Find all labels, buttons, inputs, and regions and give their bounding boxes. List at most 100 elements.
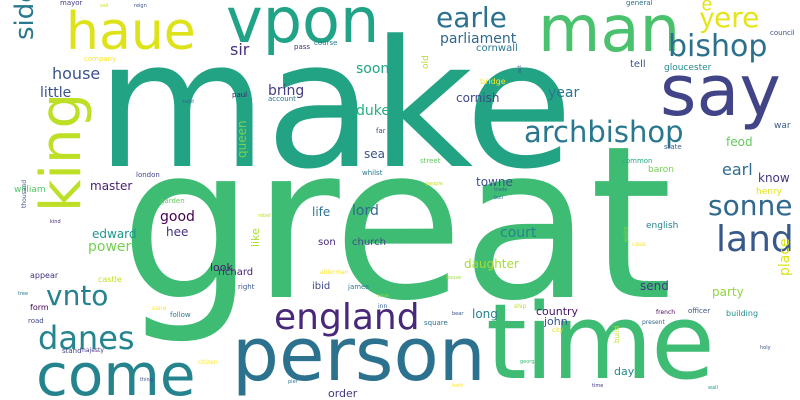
cloud-word: earle bbox=[436, 1, 507, 34]
cloud-word: french bbox=[656, 309, 676, 316]
cloud-word: hee bbox=[166, 225, 189, 239]
cloud-word: sea bbox=[364, 147, 385, 161]
cloud-word: sail bbox=[100, 3, 109, 9]
cloud-word: england bbox=[274, 297, 420, 338]
cloud-word: inn bbox=[378, 303, 388, 310]
cloud-word: master bbox=[90, 179, 133, 193]
cloud-word: bring bbox=[268, 83, 305, 99]
cloud-word: john bbox=[544, 315, 568, 328]
cloud-word: year bbox=[548, 85, 580, 101]
cloud-word: pass bbox=[294, 43, 311, 51]
cloud-word: form bbox=[30, 303, 49, 312]
cloud-word: soone bbox=[356, 61, 398, 77]
cloud-word: bell bbox=[494, 195, 504, 201]
cloud-word: old bbox=[421, 55, 431, 69]
cloud-word: point bbox=[623, 226, 630, 242]
cloud-word: towne bbox=[476, 175, 513, 189]
cloud-word: sane bbox=[152, 305, 167, 312]
cloud-word: war bbox=[774, 121, 791, 131]
cloud-word: power bbox=[88, 239, 132, 255]
cloud-word: country bbox=[536, 305, 579, 318]
cloud-word: citizen bbox=[198, 359, 218, 366]
cloud-word: george bbox=[520, 359, 538, 365]
cloud-word: whilst bbox=[362, 169, 383, 177]
cloud-word: mayor bbox=[60, 0, 83, 7]
cloud-word: road bbox=[28, 317, 44, 325]
cloud-word: company bbox=[84, 55, 117, 63]
cloud-word: london bbox=[136, 171, 160, 179]
cloud-word: come bbox=[36, 341, 196, 400]
cloud-word: account bbox=[268, 95, 296, 103]
cloud-word: state bbox=[664, 143, 682, 151]
cloud-word: building bbox=[726, 309, 759, 318]
cloud-word: party bbox=[712, 285, 744, 299]
cloud-word: great bbox=[120, 100, 673, 347]
cloud-word: vnto bbox=[46, 279, 109, 312]
cloud-word: ship bbox=[514, 303, 527, 310]
cloud-word: tell bbox=[630, 59, 646, 70]
cloud-word: danes bbox=[38, 319, 135, 357]
cloud-word: long bbox=[472, 307, 498, 321]
cloud-word: square bbox=[424, 319, 448, 327]
cloud-word: sir bbox=[230, 40, 250, 59]
cloud-word: little bbox=[40, 85, 72, 101]
cloud-word: william bbox=[14, 185, 46, 195]
cloud-word: ibid bbox=[312, 281, 331, 292]
cloud-word: garden bbox=[160, 197, 185, 205]
cloud-word: officer bbox=[688, 307, 711, 315]
cloud-word: majesty bbox=[80, 347, 104, 354]
cloud-word: sidenote bbox=[10, 0, 40, 40]
cloud-word: present bbox=[642, 319, 665, 326]
cloud-word: lord bbox=[352, 203, 379, 219]
cloud-word: build bbox=[613, 325, 621, 343]
cloud-word: alderman bbox=[320, 269, 349, 276]
cloud-word: castle bbox=[98, 275, 122, 284]
cloud-word: thing bbox=[140, 377, 153, 383]
cloud-word: daughter bbox=[464, 257, 519, 271]
cloud-word: hath bbox=[452, 383, 464, 389]
cloud-word: gloucester bbox=[664, 63, 712, 73]
cloud-word: council bbox=[770, 29, 795, 37]
cloud-word: lane bbox=[378, 293, 389, 299]
cloud-word: earl bbox=[722, 160, 753, 179]
cloud-word: stand bbox=[62, 347, 82, 355]
cloud-word: rebel bbox=[258, 213, 271, 219]
cloud-word: house bbox=[52, 64, 101, 83]
cloud-word: haue bbox=[66, 2, 196, 62]
cloud-word: richard bbox=[218, 267, 254, 278]
cloud-word: bear bbox=[452, 311, 464, 317]
cloud-word: time bbox=[592, 383, 604, 389]
cloud-word: bridge bbox=[480, 77, 506, 86]
cloud-word: send bbox=[640, 279, 669, 293]
cloud-word: english bbox=[646, 221, 679, 231]
cloud-word: saint bbox=[182, 99, 195, 105]
cloud-word: make bbox=[96, 3, 573, 208]
cloud-word: trade bbox=[494, 187, 508, 193]
cloud-word: bishop bbox=[668, 29, 768, 64]
cloud-word: thousand bbox=[21, 179, 28, 208]
cloud-word: order bbox=[328, 387, 358, 400]
cloud-word: henry bbox=[756, 187, 782, 197]
cloud-word: church bbox=[352, 237, 386, 248]
cloud-word: reign bbox=[134, 3, 147, 9]
cloud-word: person bbox=[232, 312, 486, 398]
cloud-word: course bbox=[314, 39, 338, 47]
cloud-word: kind bbox=[50, 219, 61, 225]
cloud-word: edward bbox=[92, 227, 137, 241]
cloud-word: look bbox=[210, 261, 233, 274]
cloud-word: tree bbox=[18, 291, 29, 297]
cloud-word: right bbox=[238, 283, 255, 291]
cloud-word: holy bbox=[760, 345, 771, 351]
cloud-word: place bbox=[777, 238, 793, 276]
cloud-word: people bbox=[426, 181, 443, 187]
cloud-word: sonne bbox=[708, 189, 793, 222]
cloud-word: follow bbox=[170, 311, 191, 319]
cloud-word: good bbox=[160, 209, 195, 225]
cloud-word: say bbox=[660, 50, 781, 132]
cloud-word: appear bbox=[30, 271, 59, 280]
cloud-word: cornwall bbox=[476, 43, 518, 54]
cloud-word: know bbox=[758, 171, 790, 185]
cloud-word: city bbox=[552, 327, 563, 334]
cloud-word: general bbox=[626, 0, 653, 7]
